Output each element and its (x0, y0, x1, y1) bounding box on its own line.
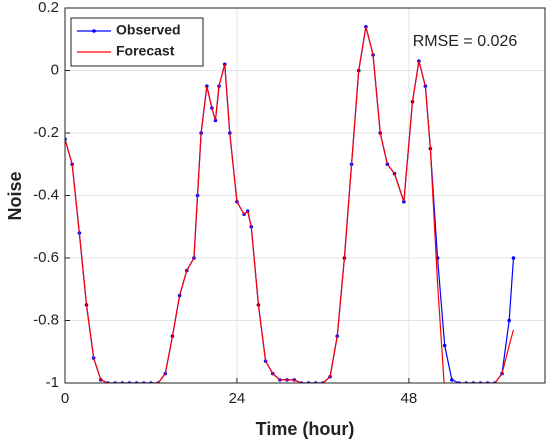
y-tick-label: -0.4 (33, 186, 59, 203)
legend-label: Observed (116, 22, 181, 38)
legend-box (70, 17, 204, 67)
y-tick-label: -0.6 (33, 249, 59, 266)
y-tick-label: -0.2 (33, 124, 59, 141)
y-tick-label: -0.8 (33, 311, 59, 328)
legend-marker (92, 29, 96, 33)
point (450, 378, 454, 382)
annotation: RMSE = 0.026 (413, 33, 518, 50)
point (442, 343, 447, 348)
y-axis-label: Noise (5, 171, 25, 220)
point (511, 256, 516, 260)
x-tick-label: 0 (61, 390, 69, 407)
series-line (65, 26, 515, 383)
y-tick-label: 0.2 (38, 0, 59, 16)
x-tick-label: 48 (401, 390, 418, 407)
point (507, 318, 511, 323)
y-tick-label: 0 (51, 61, 59, 78)
axes-box (64, 7, 546, 384)
x-axis-label: Time (hour) (256, 419, 355, 439)
x-tick-label: 24 (229, 390, 246, 407)
y-tick-label: -1 (46, 374, 59, 391)
legend-label: Forecast (116, 43, 175, 59)
